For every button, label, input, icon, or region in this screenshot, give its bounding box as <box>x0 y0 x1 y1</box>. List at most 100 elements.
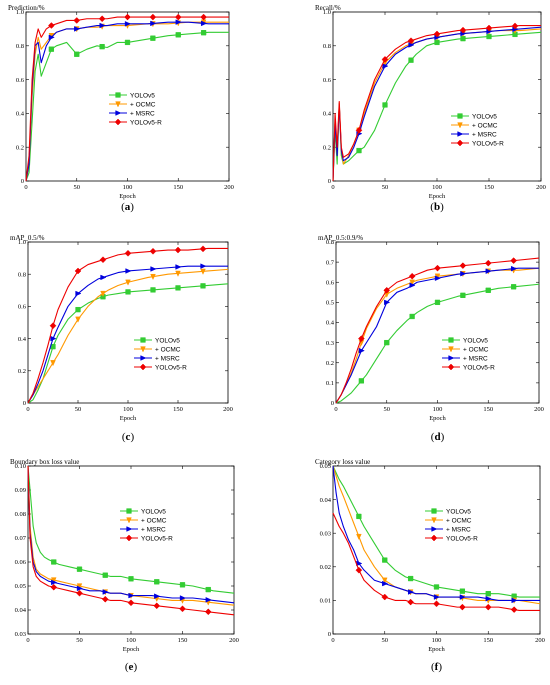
series-marker-0 <box>384 339 390 346</box>
panel-caption: (a) <box>121 201 134 213</box>
series-marker-0 <box>460 292 466 298</box>
y-tick-label: 0.04 <box>320 497 332 504</box>
y-tick-label: 0.6 <box>326 279 335 286</box>
x-tick-label: 0 <box>26 406 29 413</box>
series-marker-0 <box>382 102 388 108</box>
y-tick-label: 0.03 <box>320 530 331 537</box>
series-line-2 <box>27 265 228 404</box>
series-marker-2 <box>205 597 212 603</box>
series-marker-3 <box>204 608 212 616</box>
x-axis-label: Epoch <box>429 193 446 200</box>
x-axis-label: Epoch <box>119 193 136 200</box>
series-marker-0 <box>99 43 105 50</box>
legend: YOLOv5 + OCMC + MSRC YOLOv5-R <box>442 337 495 371</box>
series-marker-2 <box>382 580 389 587</box>
x-tick-label: 150 <box>483 637 493 644</box>
y-axis-label: mAP_0.5:0.9/% <box>318 234 363 242</box>
series-marker-2 <box>128 592 135 599</box>
y-tick-label: 0.7 <box>326 259 335 266</box>
legend-marker-2 <box>457 131 464 137</box>
series-marker-0 <box>486 33 492 40</box>
x-tick-label: 0 <box>26 637 29 644</box>
legend-entry: YOLOv5 <box>446 508 471 515</box>
series-marker-3 <box>200 13 207 21</box>
series-marker-3 <box>149 13 157 21</box>
series-marker-0 <box>409 313 415 320</box>
series-marker-2 <box>150 266 157 272</box>
y-tick-label: 0.5 <box>326 300 334 307</box>
series-line-0 <box>335 283 540 404</box>
series-marker-2 <box>74 26 81 32</box>
series-line-0 <box>27 465 235 594</box>
series-marker-2 <box>100 274 107 281</box>
caption-paren-close: ) <box>130 201 134 213</box>
series-marker-0 <box>179 582 186 588</box>
series-line-3 <box>332 512 540 612</box>
legend-entry: YOLOv5-R <box>141 535 173 542</box>
series-marker-3 <box>485 24 493 32</box>
legend-entry: + OCMC <box>472 122 498 129</box>
y-tick-label: 0.8 <box>16 43 24 50</box>
series-marker-3 <box>383 286 391 294</box>
x-tick-label: 200 <box>536 184 546 191</box>
legend-entry: YOLOv5 <box>463 337 488 344</box>
legend-marker-3 <box>430 534 438 542</box>
x-tick-label: 200 <box>223 406 233 413</box>
series-marker-0 <box>48 46 55 52</box>
y-tick-label: 0.06 <box>15 559 27 566</box>
legend-entry: YOLOv5 <box>130 92 155 99</box>
y-tick-label: 0.09 <box>15 487 26 494</box>
x-tick-label: 0 <box>24 184 27 191</box>
series-marker-0 <box>434 39 440 46</box>
y-tick-label: 0.6 <box>18 304 27 311</box>
y-tick-label: 1.0 <box>16 9 24 16</box>
legend-marker-2 <box>431 526 438 532</box>
y-tick-label: 0 <box>331 400 334 407</box>
caption-paren-close: ) <box>441 431 445 443</box>
legend-entry: YOLOv5-R <box>463 364 495 371</box>
legend-marker-0 <box>126 508 132 514</box>
series-marker-0 <box>382 557 388 563</box>
legend-marker-0 <box>448 337 454 343</box>
series-marker-2 <box>460 270 467 277</box>
series-marker-0 <box>125 289 131 295</box>
y-tick-label: 0.2 <box>326 360 334 367</box>
series-marker-0 <box>200 30 207 36</box>
y-tick-label: 0.02 <box>320 564 331 571</box>
x-tick-label: 0 <box>331 184 334 191</box>
series-marker-3 <box>99 256 107 264</box>
x-tick-label: 150 <box>173 184 183 191</box>
series-marker-3 <box>101 595 109 603</box>
chart-a: 0 0.2 0.4 0.6 0.8 1.0 0 50 100 150 200 Prediction/%… <box>8 4 234 213</box>
y-tick-label: 0.8 <box>326 239 334 246</box>
series-marker-0 <box>51 559 57 565</box>
series-line-2 <box>335 267 539 404</box>
series-marker-2 <box>51 579 58 586</box>
series-marker-0 <box>124 39 131 46</box>
series-marker-3 <box>459 603 466 611</box>
y-axis-label: Category loss value <box>315 458 370 466</box>
y-tick-label: 0.6 <box>323 77 332 84</box>
y-tick-label: 0 <box>21 178 24 185</box>
legend: YOLOv5 + OCMC + MSRC YOLOv5-R <box>451 113 504 147</box>
y-tick-label: 0.10 <box>15 463 26 470</box>
series-line-1 <box>332 465 541 605</box>
y-axis-label: Prediction/% <box>8 4 45 12</box>
series-marker-2 <box>125 268 132 274</box>
x-tick-label: 50 <box>75 406 82 413</box>
legend-marker-3 <box>139 363 147 371</box>
x-tick-label: 200 <box>224 184 234 191</box>
series-line-1 <box>332 28 542 182</box>
legend-marker-1 <box>448 346 454 353</box>
legend: YOLOv5 + OCMC + MSRC YOLOv5-R <box>109 92 162 126</box>
series-marker-3 <box>433 600 440 608</box>
y-tick-label: 0.07 <box>15 535 27 542</box>
y-tick-label: 0.1 <box>326 380 334 387</box>
series-marker-3 <box>355 126 363 134</box>
panel-caption: (d) <box>431 431 445 443</box>
series-marker-3 <box>355 566 363 574</box>
series-line-1 <box>27 465 235 606</box>
series-line-2 <box>27 465 235 604</box>
caption-letter: e <box>129 661 134 673</box>
legend-entry: + OCMC <box>463 346 489 353</box>
